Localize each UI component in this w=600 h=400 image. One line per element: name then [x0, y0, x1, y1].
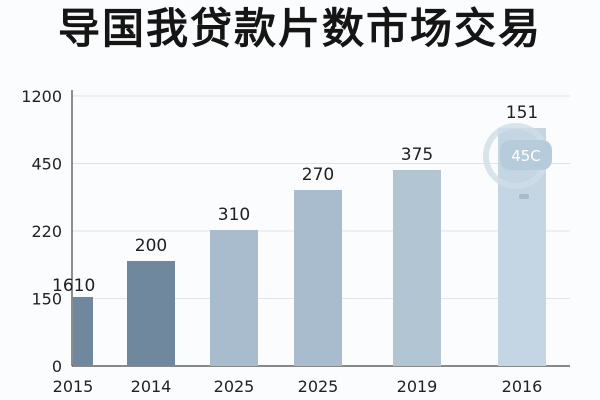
y-tick-label: 450 [31, 155, 62, 174]
y-tick-label: 0 [52, 357, 62, 376]
data-label: 1610 [52, 276, 95, 296]
data-label: 375 [401, 145, 433, 165]
x-tick-label: 2014 [131, 377, 172, 396]
x-tick-label: 2015 [53, 377, 94, 396]
badge-dot [519, 194, 529, 199]
bar [73, 297, 93, 366]
bar [393, 170, 441, 366]
y-tick-labels: 0 150 220 450 1200 [21, 87, 62, 376]
annotations: 45C [483, 123, 552, 199]
x-tick-label: 2016 [502, 377, 543, 396]
bar [127, 261, 175, 366]
y-tick-label: 1200 [21, 87, 62, 106]
annotation-label: 45C [511, 147, 541, 165]
data-label: 200 [135, 236, 167, 256]
badge [500, 140, 552, 170]
bar [294, 190, 342, 366]
y-tick-label: 150 [31, 290, 62, 309]
value-labels: 1610 200 310 270 375 151 [52, 103, 538, 296]
bar [210, 230, 258, 366]
x-tick-label: 2025 [214, 377, 255, 396]
data-label: 310 [218, 205, 250, 225]
y-tick-label: 220 [31, 222, 62, 241]
chart-title: 导国我贷款片数市场交易 [57, 4, 543, 53]
x-tick-label: 2025 [298, 377, 339, 396]
x-tick-labels: 2015 2014 2025 2025 2019 2016 [53, 377, 543, 396]
data-label: 151 [506, 103, 538, 123]
data-label: 270 [302, 165, 334, 185]
x-tick-label: 2019 [397, 377, 438, 396]
